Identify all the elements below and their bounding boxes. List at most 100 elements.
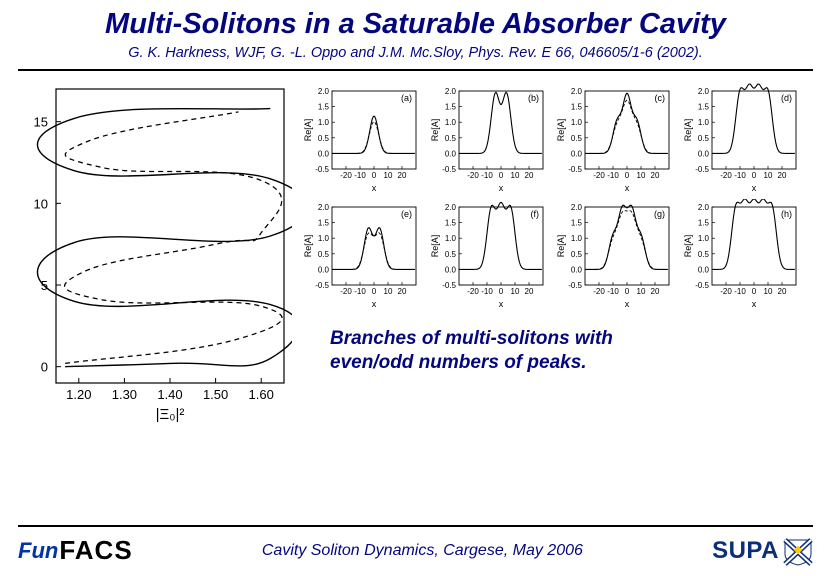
svg-text:(g): (g) [654, 209, 665, 219]
svg-text:0: 0 [625, 171, 630, 180]
svg-text:(f): (f) [530, 209, 539, 219]
svg-text:20: 20 [524, 287, 533, 296]
svg-text:20: 20 [777, 287, 786, 296]
svg-text:10: 10 [637, 171, 646, 180]
svg-text:15: 15 [34, 115, 48, 130]
svg-text:0.0: 0.0 [571, 265, 583, 274]
svg-text:-10: -10 [354, 171, 366, 180]
svg-text:-0.5: -0.5 [315, 281, 329, 290]
svg-text:(c): (c) [655, 93, 666, 103]
svg-text:0.5: 0.5 [318, 250, 330, 259]
footer: FunFACS Cavity Soliton Dynamics, Cargese… [0, 525, 831, 566]
svg-text:(h): (h) [781, 209, 792, 219]
svg-text:1.0: 1.0 [444, 118, 456, 127]
svg-text:10: 10 [384, 287, 393, 296]
svg-text:20: 20 [524, 171, 533, 180]
svg-text:-20: -20 [467, 287, 479, 296]
svg-text:2.0: 2.0 [444, 87, 456, 96]
svg-text:-10: -10 [607, 287, 619, 296]
soliton-profile-grid: -0.50.00.51.01.52.0-20-1001020xRe[A](a)-… [302, 83, 802, 309]
svg-text:2.0: 2.0 [571, 87, 583, 96]
svg-text:1.0: 1.0 [697, 234, 709, 243]
soliton-profile-f: -0.50.00.51.01.52.0-20-1001020xRe[A](f) [429, 199, 549, 309]
soliton-profile-a: -0.50.00.51.01.52.0-20-1001020xRe[A](a) [302, 83, 422, 193]
svg-text:1.5: 1.5 [697, 103, 709, 112]
svg-text:2.0: 2.0 [697, 87, 709, 96]
svg-text:-0.5: -0.5 [442, 165, 456, 174]
svg-text:-10: -10 [734, 287, 746, 296]
svg-text:-10: -10 [734, 171, 746, 180]
soliton-profile-b: -0.50.00.51.01.52.0-20-1001020xRe[A](b) [429, 83, 549, 193]
svg-text:-10: -10 [481, 171, 493, 180]
svg-text:1.5: 1.5 [444, 103, 456, 112]
svg-text:10: 10 [763, 287, 772, 296]
crest-icon [783, 536, 813, 566]
svg-text:1.0: 1.0 [444, 234, 456, 243]
svg-text:-0.5: -0.5 [568, 281, 582, 290]
svg-text:1.50: 1.50 [203, 387, 228, 402]
svg-text:0.5: 0.5 [571, 250, 583, 259]
svg-text:Re[A]: Re[A] [683, 235, 693, 258]
svg-text:2.0: 2.0 [571, 203, 583, 212]
svg-text:-20: -20 [720, 287, 732, 296]
svg-text:0: 0 [751, 171, 756, 180]
svg-text:0: 0 [372, 171, 377, 180]
svg-text:10: 10 [637, 287, 646, 296]
svg-text:-20: -20 [720, 171, 732, 180]
svg-text:0: 0 [498, 171, 503, 180]
soliton-profile-c: -0.50.00.51.01.52.0-20-1001020xRe[A](c) [555, 83, 675, 193]
svg-text:2.0: 2.0 [444, 203, 456, 212]
svg-text:x: x [372, 299, 377, 309]
svg-text:1.0: 1.0 [571, 118, 583, 127]
logo-fun-text: Fun [18, 538, 58, 564]
svg-text:20: 20 [777, 171, 786, 180]
svg-text:0.5: 0.5 [444, 134, 456, 143]
svg-text:1.20: 1.20 [66, 387, 91, 402]
svg-text:1.5: 1.5 [571, 103, 583, 112]
svg-text:Re[A]: Re[A] [430, 235, 440, 258]
svg-text:-0.5: -0.5 [315, 165, 329, 174]
svg-text:Re[A]: Re[A] [303, 119, 313, 142]
svg-text:1.5: 1.5 [318, 219, 330, 228]
svg-text:1.0: 1.0 [697, 118, 709, 127]
bifurcation-chart-panel: 0510151.201.301.401.501.60|Ξ₀|² [12, 83, 292, 428]
svg-text:-20: -20 [340, 287, 352, 296]
soliton-profile-h: -0.50.00.51.01.52.0-20-1001020xRe[A](h) [682, 199, 802, 309]
svg-text:x: x [625, 299, 630, 309]
svg-text:0.0: 0.0 [697, 149, 709, 158]
divider-bottom [18, 525, 813, 527]
footer-text: Cavity Soliton Dynamics, Cargese, May 20… [133, 542, 712, 560]
svg-text:1.5: 1.5 [318, 103, 330, 112]
svg-text:Re[A]: Re[A] [556, 235, 566, 258]
svg-text:(b): (b) [528, 93, 539, 103]
svg-text:Re[A]: Re[A] [430, 119, 440, 142]
soliton-profile-d: -0.50.00.51.01.52.0-20-1001020xRe[A](d) [682, 83, 802, 193]
svg-text:0.5: 0.5 [318, 134, 330, 143]
svg-text:|Ξ₀|²: |Ξ₀|² [156, 406, 185, 423]
svg-text:0.0: 0.0 [318, 149, 330, 158]
svg-text:Re[A]: Re[A] [683, 119, 693, 142]
svg-text:-10: -10 [607, 171, 619, 180]
caption: Branches of multi-solitons with even/odd… [330, 327, 819, 375]
svg-text:20: 20 [398, 287, 407, 296]
svg-text:1.0: 1.0 [318, 118, 330, 127]
svg-text:1.5: 1.5 [444, 219, 456, 228]
svg-text:0: 0 [498, 287, 503, 296]
svg-text:10: 10 [510, 171, 519, 180]
svg-text:0.5: 0.5 [697, 250, 709, 259]
svg-text:20: 20 [651, 287, 660, 296]
logo-facs-text: FACS [59, 535, 132, 566]
svg-text:10: 10 [34, 196, 48, 211]
svg-text:2.0: 2.0 [318, 203, 330, 212]
svg-text:20: 20 [398, 171, 407, 180]
svg-text:Re[A]: Re[A] [556, 119, 566, 142]
svg-text:0.0: 0.0 [697, 265, 709, 274]
svg-text:(a): (a) [401, 93, 412, 103]
funfacs-logo: FunFACS [18, 535, 133, 566]
citation-text: G. K. Harkness, WJF, G. -L. Oppo and J.M… [0, 43, 831, 67]
svg-text:0.5: 0.5 [444, 250, 456, 259]
supa-text: SUPA [712, 537, 779, 565]
right-panel: -0.50.00.51.01.52.0-20-1001020xRe[A](a)-… [292, 79, 819, 428]
svg-text:(e): (e) [401, 209, 412, 219]
svg-text:20: 20 [651, 171, 660, 180]
